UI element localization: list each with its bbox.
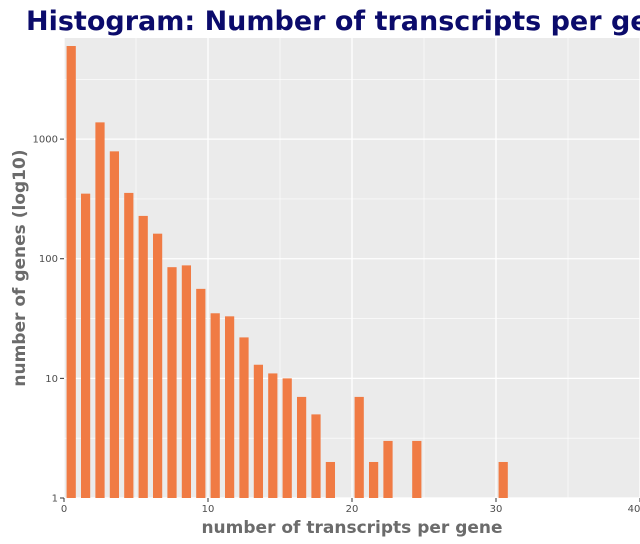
bar [152, 233, 163, 499]
bar [498, 461, 508, 498]
bar [124, 192, 134, 498]
bar [368, 461, 379, 498]
y-tick-label: 1000 [33, 135, 58, 146]
x-tick-label: 40 [628, 504, 640, 515]
axes: 0 10 20 30 40 1 10 100 1000 [33, 135, 640, 515]
y-tick-label: 100 [39, 254, 58, 265]
bar [167, 267, 177, 498]
bar [80, 193, 91, 498]
y-tick-label: 10 [45, 374, 58, 385]
chart-title: Histogram: Number of transcripts per gen… [26, 6, 640, 37]
bar [138, 215, 148, 498]
bar [354, 396, 364, 498]
y-axis-title: number of genes (log10) [10, 149, 30, 386]
x-tick-label: 20 [346, 504, 359, 515]
x-tick-label: 10 [202, 504, 215, 515]
x-axis-title: number of transcripts per gene [201, 518, 502, 538]
bar [253, 364, 264, 498]
bar [224, 316, 235, 498]
y-tick-label: 1 [52, 494, 58, 505]
x-tick-label: 30 [490, 504, 503, 515]
bar [66, 46, 76, 498]
bar [210, 313, 220, 498]
x-tick-label: 0 [61, 504, 67, 515]
bars [66, 46, 508, 499]
bar [412, 440, 422, 498]
bar [325, 461, 336, 498]
bar [268, 373, 278, 498]
bar [196, 288, 206, 498]
bar [239, 337, 249, 498]
bar [282, 378, 292, 498]
bar [181, 265, 192, 498]
bar [383, 440, 393, 498]
bar [296, 396, 307, 498]
bar [109, 151, 120, 499]
bar [95, 122, 105, 499]
bar [311, 414, 321, 498]
